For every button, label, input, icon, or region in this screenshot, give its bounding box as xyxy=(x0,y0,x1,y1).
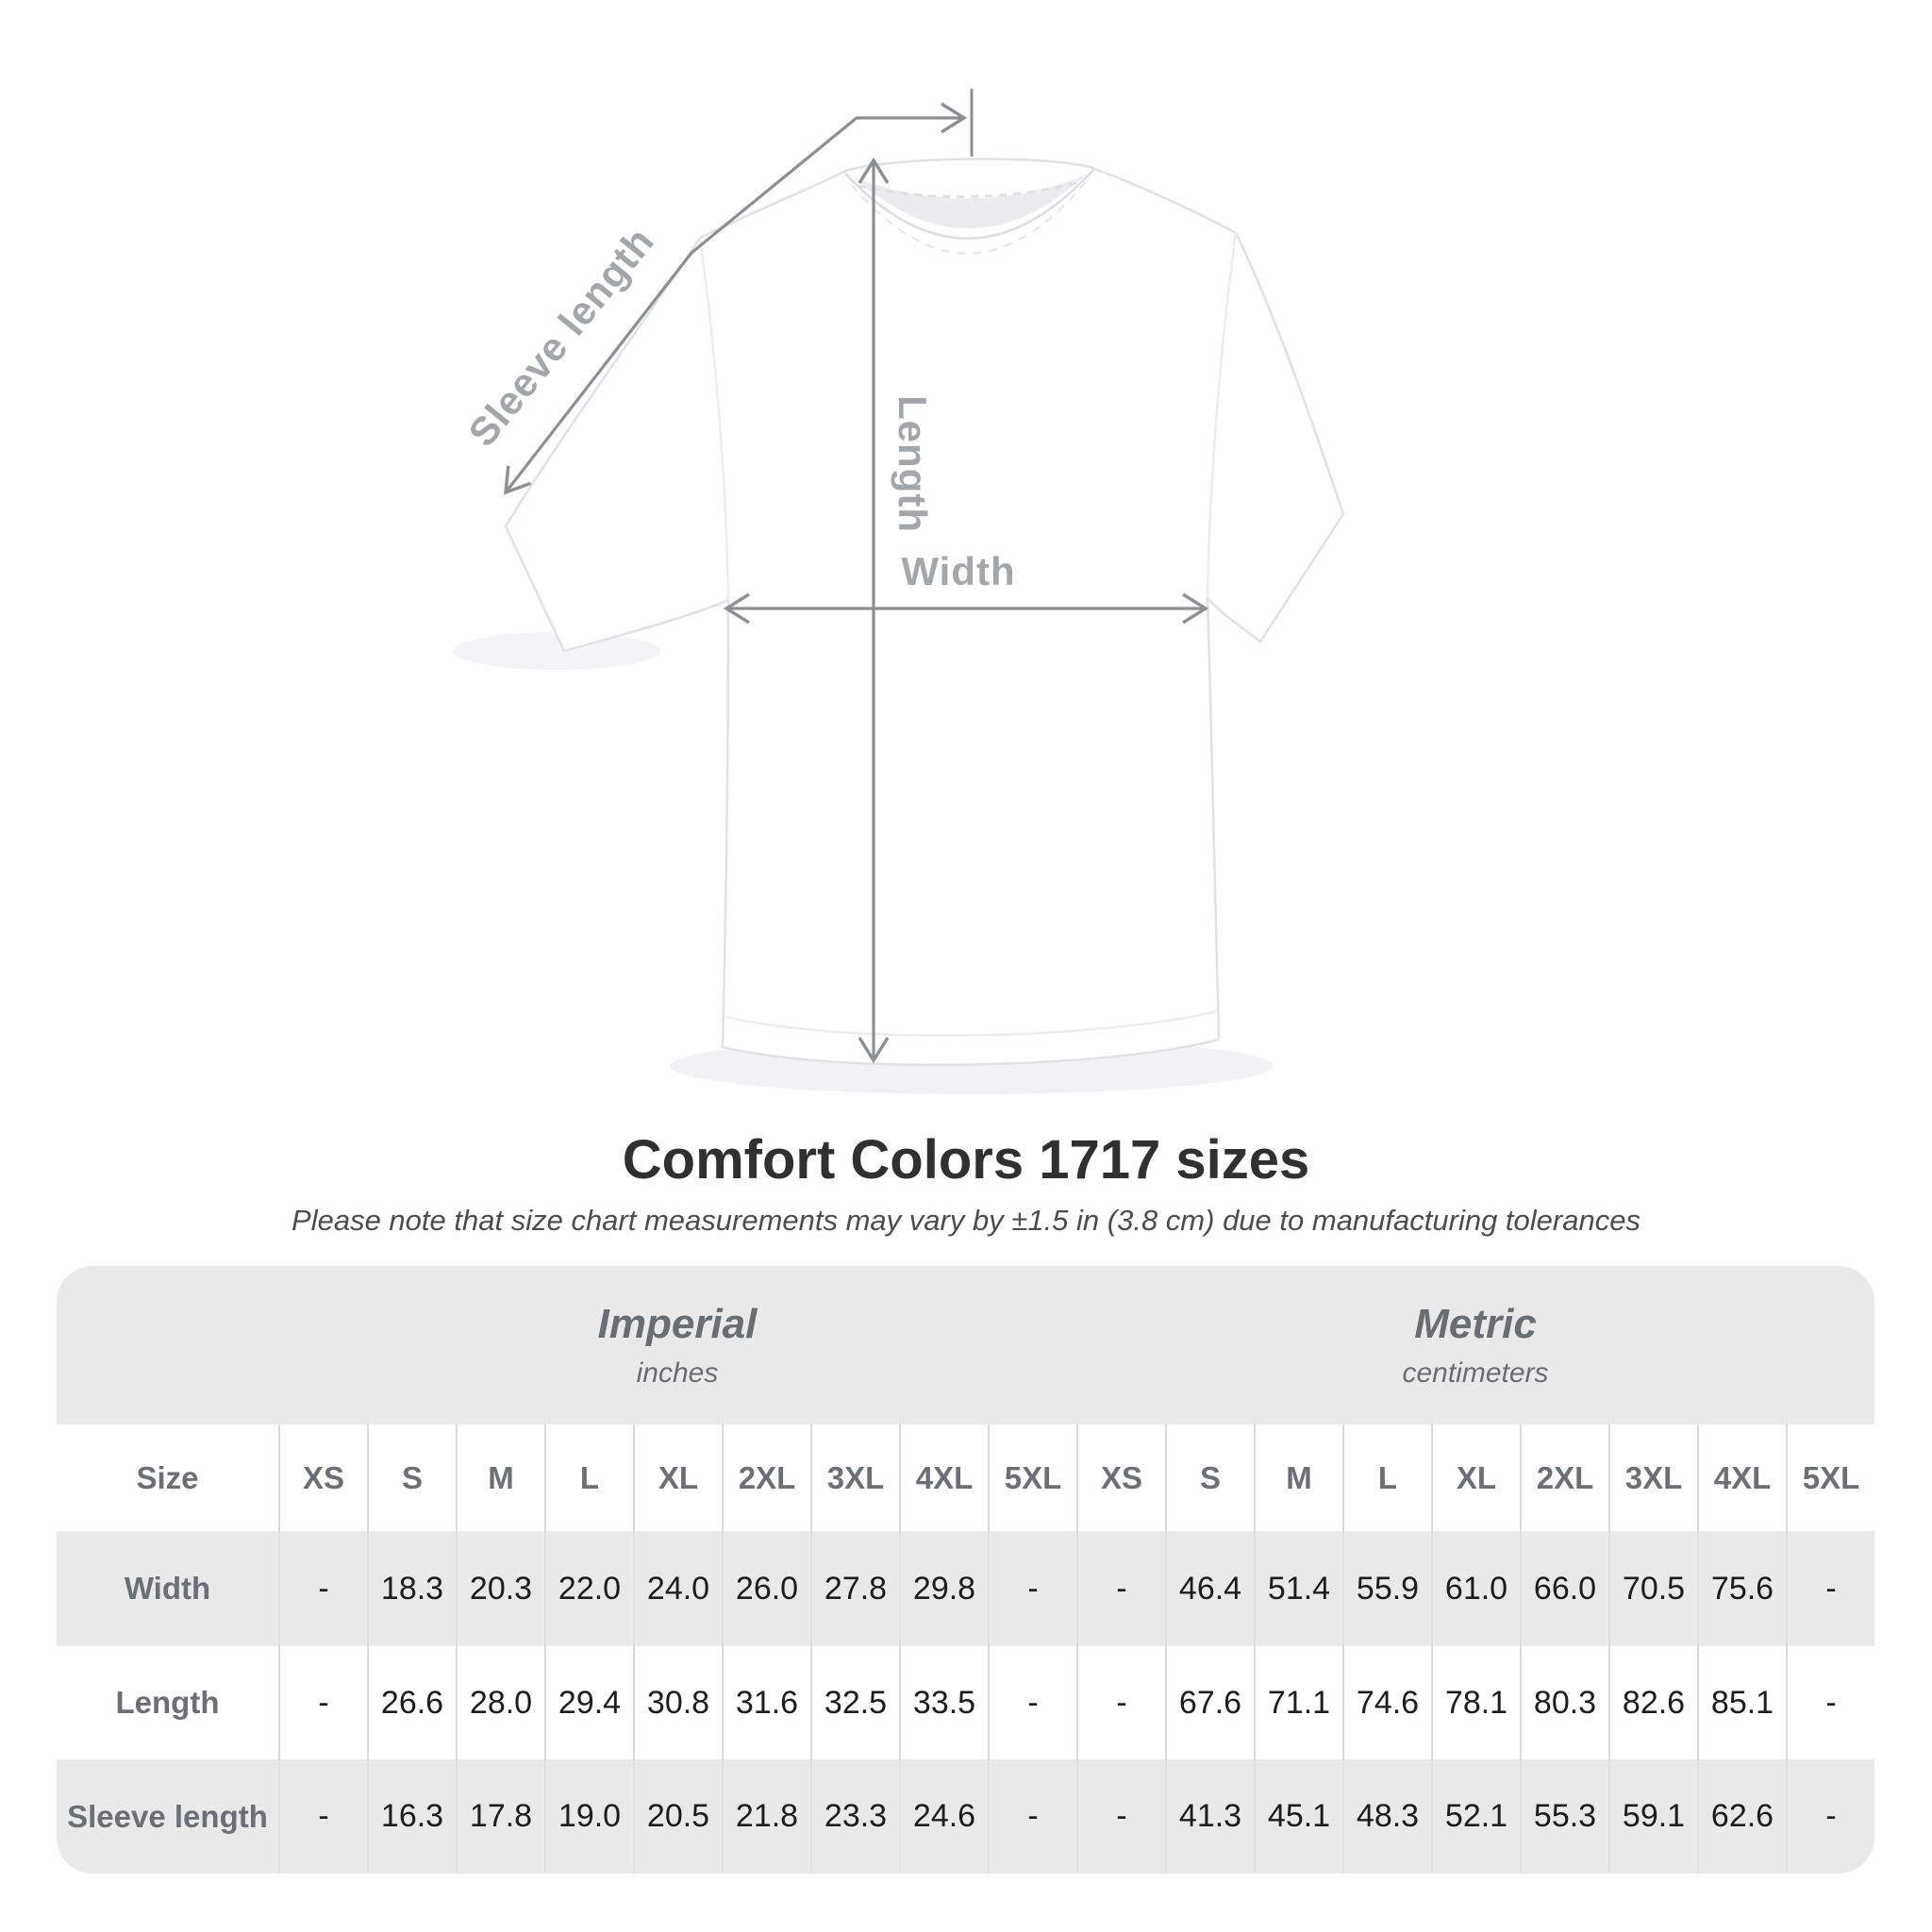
table-cell: 30.8 xyxy=(633,1646,722,1759)
right-armhole-seam xyxy=(1206,232,1238,599)
table-cell: 48.3 xyxy=(1342,1759,1431,1874)
table-cell: 51.4 xyxy=(1254,1531,1342,1646)
table-cell: 74.6 xyxy=(1342,1646,1431,1759)
table-cell: 59.1 xyxy=(1608,1759,1697,1874)
size-col-l-metric: L xyxy=(1342,1424,1431,1531)
table-cell: 29.8 xyxy=(899,1531,988,1646)
table-cell: 85.1 xyxy=(1697,1646,1786,1759)
table-cell: 61.0 xyxy=(1431,1531,1520,1646)
table-cell: 20.5 xyxy=(633,1759,722,1874)
size-col-2xl-metric: 2XL xyxy=(1520,1424,1608,1531)
size-column-header: Size xyxy=(57,1424,278,1531)
table-cell: - xyxy=(1786,1646,1874,1759)
sleeve-length-arrow xyxy=(504,102,968,495)
size-col-m-metric: M xyxy=(1254,1424,1342,1531)
table-cell: - xyxy=(278,1531,367,1646)
size-col-xs-imperial: XS xyxy=(278,1424,367,1531)
tshirt-measurement-diagram: Sleeve length Length Width xyxy=(453,89,1345,1094)
table-cell: 18.3 xyxy=(367,1531,456,1646)
size-col-m-imperial: M xyxy=(456,1424,544,1531)
table-cell: 52.1 xyxy=(1431,1759,1520,1874)
table-cell: - xyxy=(1786,1759,1874,1874)
size-col-4xl-metric: 4XL xyxy=(1697,1424,1786,1531)
size-col-s-metric: S xyxy=(1165,1424,1254,1531)
table-cell: - xyxy=(1076,1646,1165,1759)
table-cell: 45.1 xyxy=(1254,1759,1342,1874)
table-cell: 31.6 xyxy=(722,1646,810,1759)
table-cell: 26.6 xyxy=(367,1646,456,1759)
size-col-5xl-imperial: 5XL xyxy=(988,1424,1076,1531)
hem-stitch xyxy=(725,1009,1218,1037)
page-title: Comfort Colors 1717 sizes xyxy=(622,1129,1310,1191)
table-cell: - xyxy=(988,1646,1076,1759)
table-cell: 80.3 xyxy=(1520,1646,1608,1759)
metric-title: Metric xyxy=(1414,1301,1537,1347)
table-cell: 62.6 xyxy=(1697,1759,1786,1874)
size-col-4xl-imperial: 4XL xyxy=(899,1424,988,1531)
size-col-3xl-metric: 3XL xyxy=(1608,1424,1697,1531)
table-cell: 23.3 xyxy=(810,1759,899,1874)
table-cell: 17.8 xyxy=(456,1759,544,1874)
metric-subtitle: centimeters xyxy=(1402,1357,1549,1389)
imperial-header: Imperial inches xyxy=(278,1266,1076,1424)
table-cell: - xyxy=(988,1759,1076,1874)
table-cell: 82.6 xyxy=(1608,1646,1697,1759)
unit-header-spacer xyxy=(57,1266,278,1424)
table-cell: - xyxy=(278,1646,367,1759)
size-col-5xl-metric: 5XL xyxy=(1786,1424,1874,1531)
table-cell: - xyxy=(1076,1759,1165,1874)
row-label-length: Length xyxy=(57,1646,278,1759)
imperial-subtitle: inches xyxy=(636,1357,719,1389)
table-cell: 28.0 xyxy=(456,1646,544,1759)
table-cell: 78.1 xyxy=(1431,1646,1520,1759)
table-cell: 24.0 xyxy=(633,1531,722,1646)
size-table: Imperial inches Metric centimeters Size … xyxy=(57,1266,1874,1874)
size-col-xl-metric: XL xyxy=(1431,1424,1520,1531)
tolerance-note: Please note that size chart measurements… xyxy=(291,1204,1641,1237)
table-cell: 27.8 xyxy=(810,1531,899,1646)
table-cell: 55.9 xyxy=(1342,1531,1431,1646)
table-cell: 20.3 xyxy=(456,1531,544,1646)
table-cell: 26.0 xyxy=(722,1531,810,1646)
table-cell: - xyxy=(988,1531,1076,1646)
sleeve-shadow xyxy=(453,632,660,670)
length-label: Length xyxy=(891,395,935,533)
imperial-title: Imperial xyxy=(597,1301,758,1347)
tshirt-outline xyxy=(504,158,1345,1067)
table-cell: - xyxy=(1076,1531,1165,1646)
table-cell: - xyxy=(278,1759,367,1874)
table-cell: 22.0 xyxy=(544,1531,633,1646)
size-col-2xl-imperial: 2XL xyxy=(722,1424,810,1531)
table-cell: 29.4 xyxy=(544,1646,633,1759)
width-label: Width xyxy=(901,549,1015,593)
table-cell: 32.5 xyxy=(810,1646,899,1759)
table-cell: 46.4 xyxy=(1165,1531,1254,1646)
table-cell: 16.3 xyxy=(367,1759,456,1874)
row-label-sleeve-length: Sleeve length xyxy=(57,1759,278,1874)
table-cell: 19.0 xyxy=(544,1759,633,1874)
table-cell: 41.3 xyxy=(1165,1759,1254,1874)
table-cell: 71.1 xyxy=(1254,1646,1342,1759)
row-label-width: Width xyxy=(57,1531,278,1646)
size-col-xl-imperial: XL xyxy=(633,1424,722,1531)
table-cell: 24.6 xyxy=(899,1759,988,1874)
size-col-3xl-imperial: 3XL xyxy=(810,1424,899,1531)
table-cell: 75.6 xyxy=(1697,1531,1786,1646)
table-cell: 21.8 xyxy=(722,1759,810,1874)
size-col-xs-metric: XS xyxy=(1076,1424,1165,1531)
table-cell: 55.3 xyxy=(1520,1759,1608,1874)
table-cell: 33.5 xyxy=(899,1646,988,1759)
table-cell: 67.6 xyxy=(1165,1646,1254,1759)
metric-header: Metric centimeters xyxy=(1076,1266,1874,1424)
table-cell: - xyxy=(1786,1531,1874,1646)
size-col-s-imperial: S xyxy=(367,1424,456,1531)
size-col-l-imperial: L xyxy=(544,1424,633,1531)
table-cell: 66.0 xyxy=(1520,1531,1608,1646)
table-cell: 70.5 xyxy=(1608,1531,1697,1646)
